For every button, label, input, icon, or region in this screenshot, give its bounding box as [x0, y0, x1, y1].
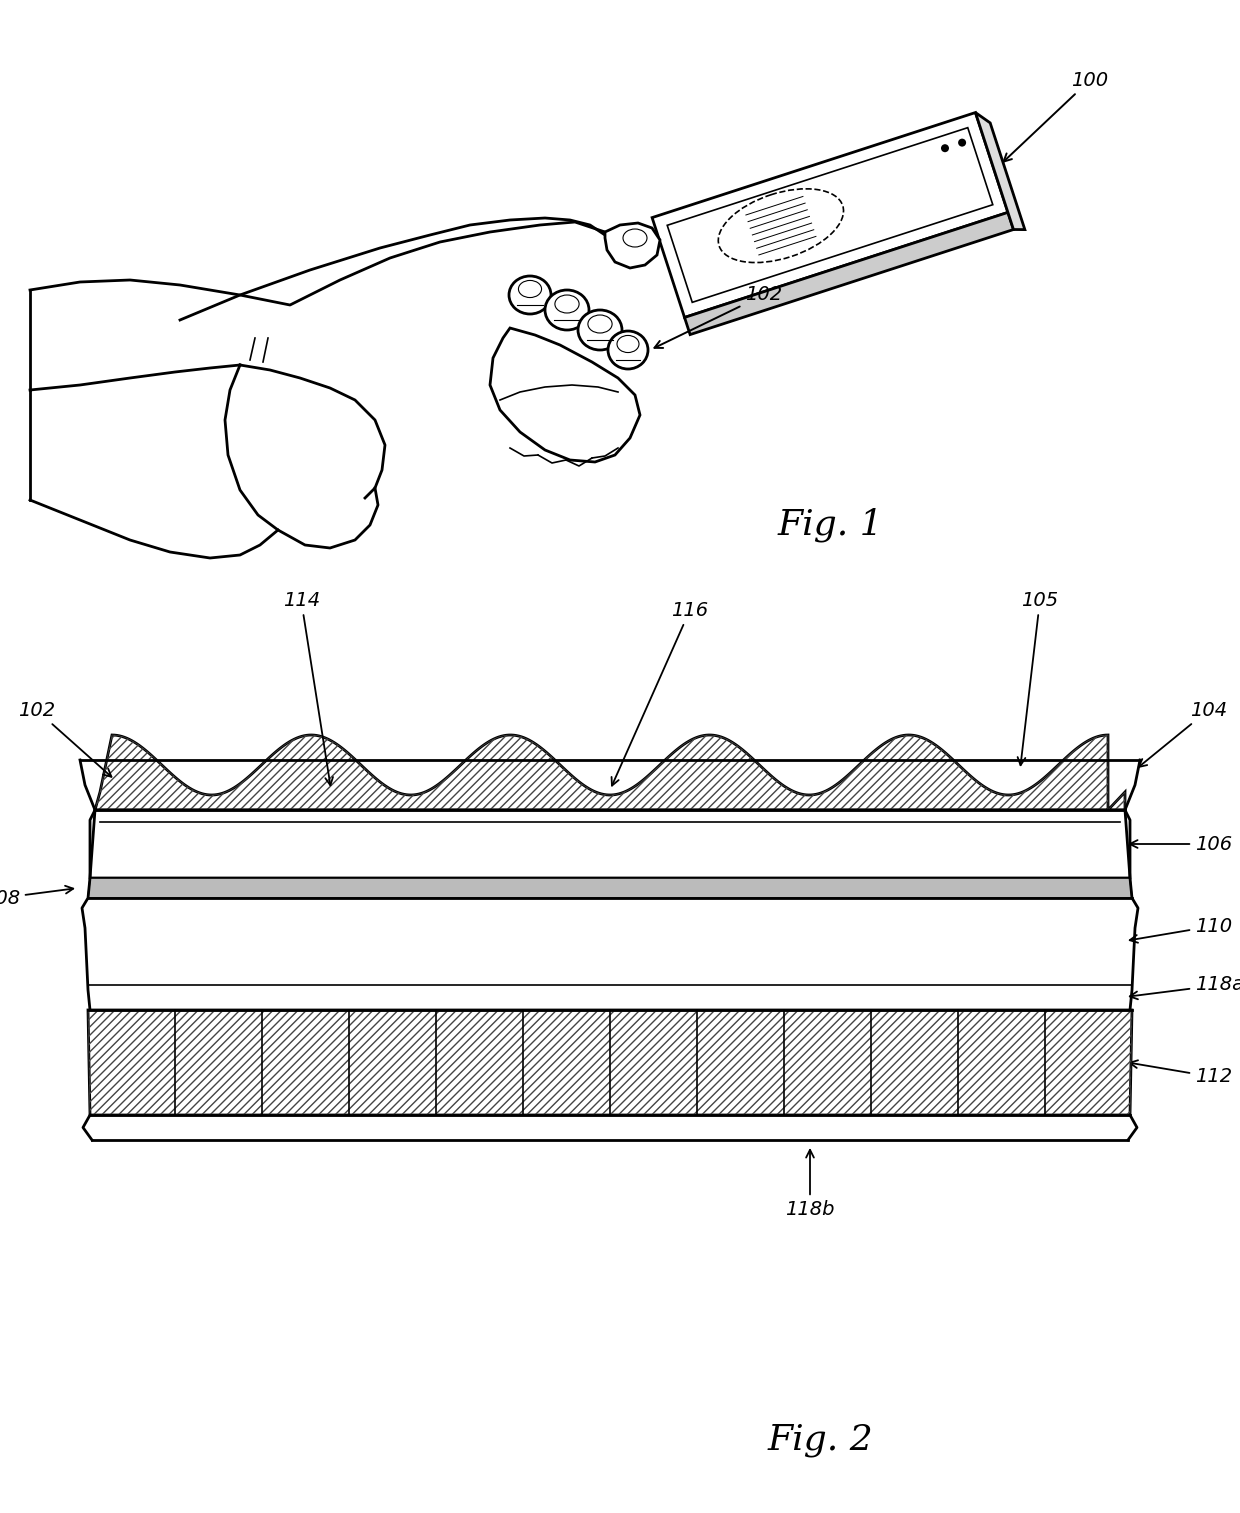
- Ellipse shape: [546, 290, 589, 330]
- Polygon shape: [652, 112, 1008, 318]
- Circle shape: [959, 139, 966, 147]
- Polygon shape: [95, 735, 1125, 809]
- Text: 102: 102: [17, 701, 112, 776]
- Text: 104: 104: [1138, 701, 1228, 767]
- Polygon shape: [88, 1011, 1132, 1115]
- Text: Fig. 2: Fig. 2: [768, 1424, 873, 1457]
- Polygon shape: [88, 878, 1132, 899]
- Circle shape: [941, 144, 949, 153]
- Text: 118b: 118b: [785, 1150, 835, 1219]
- Text: 116: 116: [611, 601, 708, 785]
- Polygon shape: [490, 328, 640, 461]
- Text: 112: 112: [1130, 1061, 1233, 1086]
- Polygon shape: [605, 222, 660, 268]
- Ellipse shape: [608, 331, 649, 369]
- Text: 102: 102: [655, 286, 782, 348]
- Text: 100: 100: [1003, 71, 1109, 162]
- Polygon shape: [976, 112, 1024, 230]
- Ellipse shape: [508, 275, 551, 315]
- Text: 108: 108: [0, 885, 73, 908]
- Text: 114: 114: [283, 590, 334, 785]
- Polygon shape: [684, 212, 1013, 334]
- Text: 118a: 118a: [1130, 976, 1240, 999]
- Ellipse shape: [578, 310, 622, 350]
- Polygon shape: [91, 809, 1130, 878]
- Text: 110: 110: [1130, 917, 1233, 943]
- Text: Fig. 1: Fig. 1: [777, 508, 883, 542]
- Text: 105: 105: [1018, 590, 1059, 766]
- Text: 106: 106: [1130, 835, 1233, 853]
